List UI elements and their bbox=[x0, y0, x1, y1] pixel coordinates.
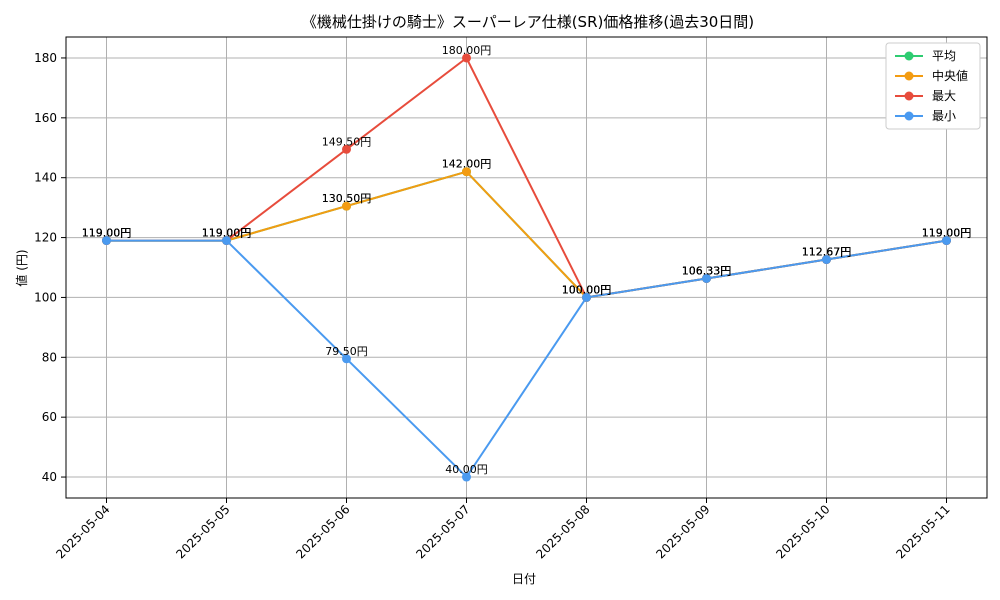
legend-label: 中央値 bbox=[932, 68, 968, 83]
legend-box bbox=[885, 42, 981, 130]
legend-item: 最小 bbox=[895, 109, 956, 123]
data-label: 180.00円 bbox=[442, 44, 492, 57]
data-label: 119.00円 bbox=[82, 227, 132, 240]
legend-marker bbox=[904, 91, 914, 101]
data-label: 119.00円 bbox=[922, 227, 972, 240]
data-label: 112.67円 bbox=[802, 246, 852, 259]
data-label: 106.33円 bbox=[682, 264, 732, 277]
y-tick-label: 60 bbox=[42, 410, 57, 424]
series-最小 bbox=[102, 236, 951, 482]
x-axis-ticks: 2025-05-04 2025-05-05 2025-05-06 2025-05-07… bbox=[53, 498, 953, 561]
data-label: 142.00円 bbox=[442, 158, 492, 171]
data-point bbox=[462, 472, 471, 482]
legend-label: 最小 bbox=[932, 109, 956, 123]
data-label: 119.00円 bbox=[82, 227, 132, 240]
legend-marker bbox=[904, 51, 914, 61]
legend-item: 最大 bbox=[895, 89, 956, 103]
y-tick-label: 100 bbox=[34, 290, 57, 304]
legend-item: 平均 bbox=[895, 49, 956, 63]
grid bbox=[66, 37, 987, 498]
data-label: 100.00円 bbox=[562, 283, 612, 296]
y-tick-label: 160 bbox=[34, 111, 57, 125]
data-label: 119.00円 bbox=[202, 227, 252, 240]
x-tick-label: 2025-05-04 bbox=[53, 502, 112, 561]
legend-marker bbox=[904, 111, 914, 121]
x-tick-label: 2025-05-05 bbox=[173, 502, 232, 561]
series-line bbox=[106, 239, 947, 479]
chart-title: 《機械仕掛けの騎士》スーパーレア仕様(SR)価格推移(過去30日間) bbox=[302, 13, 754, 31]
y-tick-label: 120 bbox=[34, 231, 57, 245]
y-tick-label: 180 bbox=[34, 51, 57, 65]
data-label: 100.00円 bbox=[562, 283, 612, 296]
data-point bbox=[102, 236, 111, 246]
x-tick-label: 2025-05-10 bbox=[773, 502, 832, 561]
data-label: 119.00円 bbox=[202, 227, 252, 240]
plot-frame bbox=[65, 36, 988, 499]
series-layer bbox=[102, 53, 951, 482]
data-point bbox=[342, 354, 351, 364]
data-point bbox=[582, 292, 591, 302]
y-tick-label: 140 bbox=[34, 171, 57, 185]
y-tick-label: 40 bbox=[42, 470, 57, 484]
data-label: 100.00円 bbox=[562, 283, 612, 296]
data-point bbox=[342, 144, 351, 154]
legend-label: 最大 bbox=[932, 89, 956, 103]
data-label: 119.00円 bbox=[922, 227, 972, 240]
data-label: 149.50円 bbox=[322, 135, 372, 148]
data-label: 119.00円 bbox=[82, 227, 132, 240]
data-label: 100.00円 bbox=[562, 283, 612, 296]
data-label: 79.50円 bbox=[325, 345, 368, 358]
data-labels: 119.00円 119.00円 130.50円 142.00円 100.00円 106.3… bbox=[82, 44, 972, 476]
data-label: 112.67円 bbox=[802, 246, 852, 259]
data-label: 106.33円 bbox=[682, 264, 732, 277]
data-label: 119.00円 bbox=[922, 227, 972, 240]
y-axis-label: 値 (円) bbox=[14, 249, 29, 286]
data-label: 112.67円 bbox=[802, 246, 852, 259]
x-tick-label: 2025-05-06 bbox=[293, 502, 352, 561]
data-label: 130.50円 bbox=[322, 192, 372, 205]
data-label: 142.00円 bbox=[442, 158, 492, 171]
data-label: 112.67円 bbox=[802, 246, 852, 259]
x-tick-label: 2025-05-11 bbox=[893, 502, 952, 561]
y-tick-label: 80 bbox=[42, 350, 57, 364]
x-tick-label: 2025-05-08 bbox=[533, 502, 592, 561]
x-tick-label: 2025-05-07 bbox=[413, 502, 472, 561]
legend-item: 中央値 bbox=[895, 68, 968, 83]
data-label: 119.00円 bbox=[202, 227, 252, 240]
data-label: 130.50円 bbox=[322, 192, 372, 205]
legend-label: 平均 bbox=[932, 49, 956, 63]
data-label: 40.00円 bbox=[445, 463, 488, 476]
data-label: 119.00円 bbox=[82, 227, 132, 240]
data-label: 119.00円 bbox=[922, 227, 972, 240]
y-axis-ticks: 40 60 80 100 120 140 160 180 bbox=[34, 51, 66, 484]
data-point bbox=[942, 236, 951, 246]
data-label: 119.00円 bbox=[202, 227, 252, 240]
data-point bbox=[702, 273, 711, 283]
data-label: 106.33円 bbox=[682, 264, 732, 277]
data-point bbox=[822, 255, 831, 265]
data-point bbox=[342, 201, 351, 211]
data-point bbox=[222, 236, 231, 246]
legend-marker bbox=[904, 71, 914, 81]
data-point bbox=[462, 53, 471, 63]
x-tick-label: 2025-05-09 bbox=[653, 502, 712, 561]
data-label: 106.33円 bbox=[682, 264, 732, 277]
data-point bbox=[462, 167, 471, 177]
x-axis-label: 日付 bbox=[512, 572, 536, 586]
